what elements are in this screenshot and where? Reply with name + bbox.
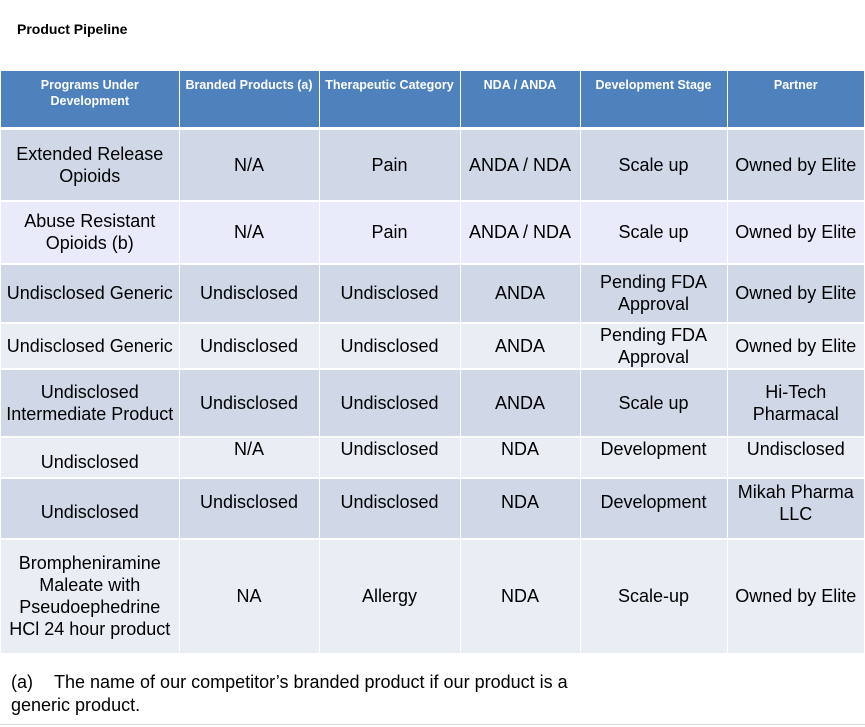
table-cell: Mikah Pharma LLC — [727, 477, 864, 540]
table-cell: Owned by Elite — [727, 322, 864, 370]
bottom-divider — [0, 724, 865, 725]
table-cell: Pending FDA Approval — [580, 322, 728, 370]
table-row: Undisclosed N/A Undisclosed NDA Developm… — [1, 436, 864, 479]
footnote-text: The name of our competitor’s branded pro… — [11, 672, 568, 715]
table-header-row: Programs Under Development Branded Produ… — [1, 71, 864, 130]
table-cell: Undisclosed — [727, 436, 864, 479]
table-cell: Owned by Elite — [727, 200, 864, 265]
column-header: Development Stage — [580, 71, 728, 130]
table-cell: Undisclosed — [319, 322, 461, 370]
table-cell: Abuse Resistant Opioids (b) — [1, 200, 180, 265]
table-cell: Undisclosed Generic — [1, 322, 180, 370]
table-cell: Undisclosed Generic — [1, 263, 180, 324]
table-cell: Owned by Elite — [727, 263, 864, 324]
table-cell: Owned by Elite — [727, 128, 864, 202]
column-header: Branded Products (a) — [179, 71, 320, 130]
table-cell: Owned by Elite — [727, 538, 864, 655]
column-header: Programs Under Development — [1, 71, 180, 130]
table-cell: Pain — [319, 128, 461, 202]
table-cell: N/A — [179, 436, 320, 479]
table-cell: Undisclosed — [179, 477, 320, 540]
table-row: Undisclosed Generic Undisclosed Undisclo… — [1, 322, 864, 370]
table-cell: Allergy — [319, 538, 461, 655]
table-cell: Scale-up — [580, 538, 728, 655]
table-cell: Undisclosed — [179, 263, 320, 324]
footnote: (a) The name of our competitor’s branded … — [11, 671, 591, 717]
table-row: Brompheniramine Maleate with Pseudoephed… — [1, 538, 864, 655]
table-cell: Undisclosed — [1, 477, 180, 540]
table-cell: Undisclosed — [179, 322, 320, 370]
table-row: Undisclosed Intermediate Product Undiscl… — [1, 368, 864, 438]
column-header: NDA / ANDA — [460, 71, 581, 130]
table-cell: NDA — [460, 538, 581, 655]
table-cell: Scale up — [580, 200, 728, 265]
page-title: Product Pipeline — [17, 21, 128, 37]
table-cell: Undisclosed — [319, 477, 461, 540]
table-cell: Extended Release Opioids — [1, 128, 180, 202]
table-cell: Undisclosed — [319, 368, 461, 438]
table-cell: ANDA — [460, 322, 581, 370]
table-cell: NA — [179, 538, 320, 655]
table-cell: NDA — [460, 477, 581, 540]
table-cell: Development — [580, 436, 728, 479]
table-cell: ANDA — [460, 368, 581, 438]
column-header: Therapeutic Category — [319, 71, 461, 130]
table-row: Abuse Resistant Opioids (b) N/A Pain AND… — [1, 200, 864, 265]
table-cell: NDA — [460, 436, 581, 479]
table-cell: Pain — [319, 200, 461, 265]
pipeline-table: Programs Under Development Branded Produ… — [1, 71, 864, 655]
table-cell: Scale up — [580, 368, 728, 438]
table-cell: ANDA / NDA — [460, 200, 581, 265]
table-cell: Brompheniramine Maleate with Pseudoephed… — [1, 538, 180, 655]
table-cell: Hi-Tech Pharmacal — [727, 368, 864, 438]
table-cell: Development — [580, 477, 728, 540]
table-cell: Undisclosed — [1, 436, 180, 479]
table-row: Extended Release Opioids N/A Pain ANDA /… — [1, 128, 864, 202]
table-cell: Undisclosed — [319, 436, 461, 479]
table-row: Undisclosed Undisclosed Undisclosed NDA … — [1, 477, 864, 540]
table-cell: ANDA — [460, 263, 581, 324]
table-cell: Scale up — [580, 128, 728, 202]
table-cell: Undisclosed — [319, 263, 461, 324]
table-cell: N/A — [179, 200, 320, 265]
table-cell: Undisclosed — [179, 368, 320, 438]
footnote-label: (a) — [11, 672, 33, 692]
table-cell: ANDA / NDA — [460, 128, 581, 202]
table-cell: Undisclosed Intermediate Product — [1, 368, 180, 438]
table-cell: N/A — [179, 128, 320, 202]
table-cell: Pending FDA Approval — [580, 263, 728, 324]
column-header: Partner — [727, 71, 864, 130]
table-row: Undisclosed Generic Undisclosed Undisclo… — [1, 263, 864, 324]
